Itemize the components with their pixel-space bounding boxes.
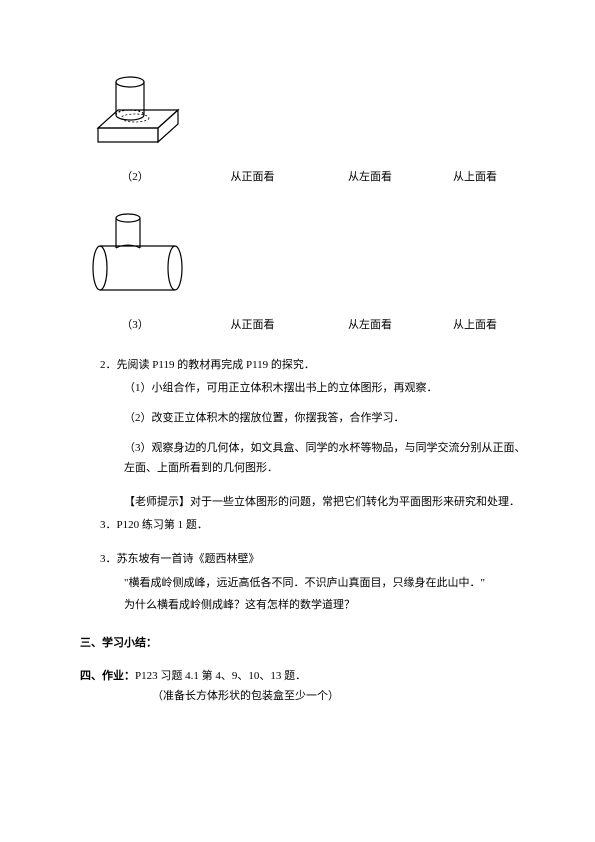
- view-label-top: 从上面看: [425, 168, 525, 188]
- item-2-num: 2．: [100, 359, 117, 371]
- view-label-left: 从左面看: [315, 316, 425, 336]
- figure-3-row: [80, 208, 535, 308]
- item-3b-num: 3．: [100, 553, 117, 565]
- item-3b-line1: 苏东坡有一首诗《题西林壁》: [117, 553, 260, 565]
- item-2-sub3b: 左面、上面所看到的几何图形．: [124, 459, 535, 479]
- view-label-front: 从正面看: [190, 316, 315, 336]
- item-3b: 3．苏东坡有一首诗《题西林壁》: [100, 550, 535, 570]
- item-2-title: 先阅读 P119 的教材再完成 P119 的探究．: [117, 359, 315, 371]
- figure-3-labels: （3） 从正面看 从左面看 从上面看: [80, 316, 535, 336]
- item-2-sub3a: （3）观察身边的几何体，如文具盒、同学的水杯等物品，与同学交流分别从正面、: [124, 439, 535, 459]
- section-4-text: P123 习题 4.1 第 4、9、10、13 题．: [135, 670, 306, 682]
- view-label-front: 从正面看: [190, 168, 315, 188]
- figure-2: [80, 70, 190, 160]
- item-3a-text: P120 练习第 1 题．: [117, 519, 208, 531]
- cylinder-on-slab-icon: [80, 70, 190, 160]
- figure-2-row: [80, 70, 535, 160]
- item-3b-line2: "横看成岭侧成峰，远近高低各不同．不识庐山真面目，只缘身在此山中．": [124, 574, 535, 594]
- item-3a-num: 3．: [100, 519, 117, 531]
- section-4: 四、作业：P123 习题 4.1 第 4、9、10、13 题．: [80, 667, 535, 687]
- figure-2-caption: （2）: [80, 168, 190, 188]
- figure-2-labels: （2） 从正面看 从左面看 从上面看: [80, 168, 535, 188]
- section-3-heading: 三、学习小结：: [80, 634, 535, 654]
- view-label-top: 从上面看: [425, 316, 525, 336]
- item-3a: 3．P120 练习第 1 题．: [100, 516, 535, 536]
- figure-3-caption: （3）: [80, 316, 190, 336]
- item-2-sub1: （1）小组合作，可用正立体积木摆出书上的立体图形，再观察．: [124, 379, 535, 399]
- section-4-note: （准备长方体形状的包装盒至少一个）: [152, 687, 535, 707]
- item-2: 2．先阅读 P119 的教材再完成 P119 的探究．: [100, 356, 535, 376]
- teacher-tip: 【老师提示】对于一些立体图形的问题，常把它们转化为平面图形来研究和处理．: [124, 493, 535, 513]
- t-cylinder-icon: [80, 208, 200, 308]
- section-4-label: 四、作业：: [80, 670, 135, 682]
- item-3b-line3: 为什么横看成岭侧成峰？这有怎样的数学道理？: [124, 596, 535, 616]
- figure-3: [80, 208, 190, 308]
- item-2-sub2: （2）改变正立体积木的摆放位置，你摆我答，合作学习．: [124, 409, 535, 429]
- view-label-left: 从左面看: [315, 168, 425, 188]
